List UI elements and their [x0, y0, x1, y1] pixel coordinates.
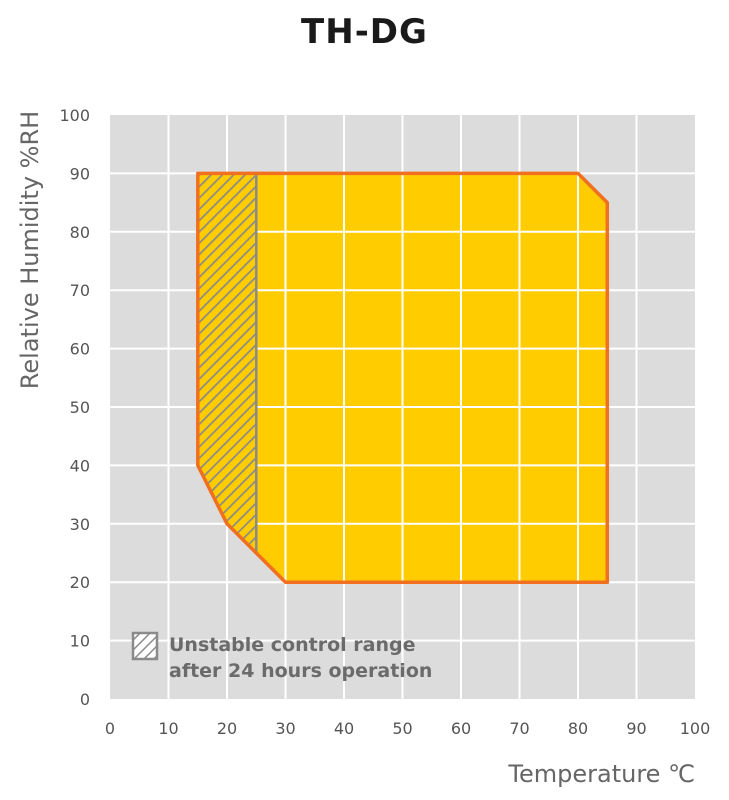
y-axis-label: Relative Humidity %RH	[16, 111, 44, 389]
legend-hatch-swatch	[131, 631, 159, 661]
x-axis-label: Temperature ℃	[507, 760, 695, 788]
x-tick-label: 100	[680, 719, 711, 738]
legend: Unstable control range after 24 hours op…	[131, 631, 432, 682]
x-tick-label: 60	[451, 719, 471, 738]
legend-line-2: after 24 hours operation	[169, 660, 432, 682]
y-tick-label: 80	[70, 223, 90, 242]
x-tick-label: 0	[105, 719, 115, 738]
x-tick-label: 40	[334, 719, 354, 738]
x-tick-label: 20	[217, 719, 237, 738]
x-tick-label: 90	[626, 719, 646, 738]
legend-line-1: Unstable control range	[169, 634, 415, 656]
x-tick-label: 50	[392, 719, 412, 738]
y-tick-label: 40	[70, 456, 90, 475]
y-tick-label: 90	[70, 164, 90, 183]
y-tick-label: 50	[70, 398, 90, 417]
y-tick-label: 60	[70, 340, 90, 359]
x-tick-label: 80	[568, 719, 588, 738]
x-tick-label: 70	[509, 719, 529, 738]
y-axis-ticks: 0 10 20 30 40 50 60 70 80 90 100	[59, 106, 90, 709]
chart-title: TH-DG	[301, 12, 428, 52]
x-axis-ticks: 0 10 20 30 40 50 60 70 80 90 100	[105, 719, 710, 738]
y-tick-label: 70	[70, 281, 90, 300]
y-tick-label: 20	[70, 573, 90, 592]
y-tick-label: 100	[59, 106, 90, 125]
y-tick-label: 0	[80, 690, 90, 709]
operating-range-border	[196, 171, 610, 584]
y-tick-label: 30	[70, 515, 90, 534]
y-tick-label: 10	[70, 632, 90, 651]
x-tick-label: 10	[158, 719, 178, 738]
x-tick-label: 30	[275, 719, 295, 738]
